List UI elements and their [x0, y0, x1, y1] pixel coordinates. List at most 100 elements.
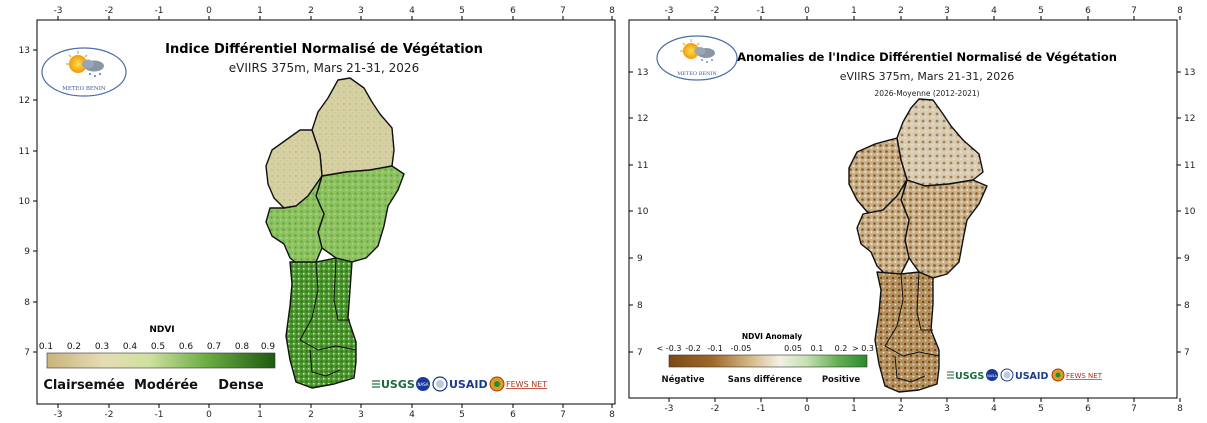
map-subtitle-period: 2026-Moyenne (2012-2021)	[874, 89, 979, 98]
x-tick-label: 7	[1131, 6, 1137, 16]
x-tick-label: 4	[409, 6, 415, 16]
x-tick-label: -1	[155, 410, 164, 419]
class-label-dense: Dense	[218, 378, 264, 393]
y-tick-label: 12	[637, 114, 648, 124]
fews-net-logo: FEWS NET	[489, 376, 547, 392]
x-tick-label: -2	[711, 404, 720, 414]
x-tick-label: -3	[54, 6, 63, 16]
x-tick-label: 3	[944, 404, 950, 414]
region-central-west	[856, 179, 910, 277]
colorbar-gradient	[46, 352, 276, 369]
x-tick-label: -3	[665, 404, 674, 414]
x-axis-top: -3 -2 -1 0 1 2 3 4 5 6 7 8	[54, 6, 615, 20]
y-tick-label: 11	[19, 147, 30, 157]
sun-icon	[683, 43, 699, 59]
colorbar-title: NDVI Anomaly	[742, 332, 802, 341]
x-tick-label: 5	[1038, 6, 1044, 16]
y-tick-label: 12	[1184, 114, 1195, 124]
usaid-logo: USAID	[432, 376, 488, 392]
colorbar-tick: -0.1	[707, 344, 723, 353]
colorbar-tick: -0.2	[685, 344, 701, 353]
y-tick-label: 10	[637, 207, 649, 217]
class-label-no-difference: Sans différence	[728, 374, 803, 385]
svg-text:USAID: USAID	[449, 378, 488, 391]
region-north-west	[848, 137, 908, 215]
usgs-logo: USGS	[947, 371, 984, 382]
x-tick-label: 8	[609, 410, 615, 419]
colorbar-gradient	[668, 354, 868, 368]
x-tick-label: -1	[757, 6, 766, 16]
x-tick-label: 3	[944, 6, 950, 16]
sun-icon	[69, 55, 87, 73]
map-title: Anomalies de l'Indice Différentiel Norma…	[737, 50, 1117, 64]
y-tick-label: 8	[1184, 301, 1190, 311]
y-tick-label: 12	[19, 96, 30, 106]
y-tick-label: 11	[637, 161, 648, 171]
logo-label: METEO BENIN	[677, 71, 717, 77]
x-axis-bottom: -3 -2 -1 0 1 2 3 4 5 6 7 8	[54, 404, 615, 420]
y-tick-label: 9	[1184, 254, 1190, 264]
colorbar-tick: 0.8	[235, 342, 250, 352]
colorbar-title: NDVI	[149, 325, 174, 335]
colorbar-tick: 0.1	[811, 344, 824, 353]
ndvi-map-panel: -3 -2 -1 0 1 2 3 4 5 6 7 8 -3 -2 -1 0 1 …	[19, 6, 616, 420]
nasa-logo: NASA	[986, 369, 998, 381]
usaid-logo: USAID	[1000, 368, 1048, 382]
x-tick-label: 2	[898, 6, 904, 16]
svg-text:FEWS NET: FEWS NET	[1066, 372, 1103, 380]
x-tick-label: 6	[1085, 404, 1091, 414]
y-axis-right: 13 12 11 10 9 8 7	[1177, 68, 1196, 358]
x-tick-label: 0	[206, 410, 212, 419]
x-tick-label: 1	[851, 404, 857, 414]
class-label-negative: Négative	[662, 374, 705, 385]
x-tick-label: 1	[257, 6, 263, 16]
benin-ndvi-map	[265, 77, 405, 389]
x-tick-label: 0	[804, 404, 810, 414]
x-tick-label: 2	[898, 404, 904, 414]
x-tick-label: -2	[105, 410, 114, 419]
svg-text:USGS: USGS	[381, 378, 415, 391]
x-tick-label: 3	[358, 410, 364, 419]
x-tick-label: 7	[1131, 404, 1137, 414]
benin-anomaly-map	[848, 98, 988, 393]
x-tick-label: -3	[665, 6, 674, 16]
logo-label: METEO BENIN	[62, 86, 106, 92]
x-tick-label: 0	[804, 6, 810, 16]
svg-text:USGS: USGS	[955, 371, 984, 382]
colorbar-tick: 0.2	[67, 342, 81, 352]
colorbar-tick: > 0.3	[852, 344, 874, 353]
x-tick-label: 8	[1177, 6, 1183, 16]
x-tick-label: 2	[308, 6, 314, 16]
partner-logos: USGS NASA USAID FEWS NET	[947, 368, 1103, 382]
colorbar-tick: 0.5	[151, 342, 165, 352]
y-tick-label: 7	[24, 348, 30, 358]
colorbar-tick: 0.9	[261, 342, 276, 352]
x-tick-label: 8	[609, 6, 615, 16]
class-label-sparse: Clairsemée	[43, 378, 125, 393]
x-tick-label: 6	[510, 6, 516, 16]
ndvi-colorbar: NDVI 0.1 0.2 0.3 0.4 0.5 0.6 0.7 0.8 0.9…	[39, 325, 276, 393]
x-axis-bottom: -3 -2 -1 0 1 2 3 4 5 6 7 8	[665, 398, 1183, 414]
x-tick-label: 4	[991, 404, 997, 414]
map-subtitle: eVIIRS 375m, Mars 21-31, 2026	[229, 61, 419, 75]
colorbar-tick: 0.4	[123, 342, 138, 352]
colorbar-tick: 0.6	[179, 342, 194, 352]
x-tick-label: 5	[459, 410, 465, 419]
y-tick-label: 13	[19, 46, 30, 56]
y-tick-label: 7	[1184, 348, 1190, 358]
region-central-west	[265, 175, 325, 267]
y-tick-label: 11	[1184, 161, 1195, 171]
x-tick-label: 2	[308, 410, 314, 419]
x-tick-label: 7	[560, 410, 566, 419]
x-tick-label: 1	[257, 410, 263, 419]
class-label-moderate: Modérée	[134, 378, 198, 393]
class-label-positive: Positive	[822, 375, 861, 385]
usgs-logo: USGS	[372, 378, 415, 391]
y-tick-label: 8	[637, 301, 643, 311]
x-tick-label: 1	[851, 6, 857, 16]
svg-text:FEWS NET: FEWS NET	[506, 380, 547, 389]
nasa-logo: NASA	[416, 377, 430, 391]
ndvi-anomaly-map: -3 -2 -1 0 1 2 3 4 5 6 7 8 -3 -2 -1 0 1 …	[628, 6, 1196, 414]
region-south	[285, 257, 357, 389]
x-axis-top: -3 -2 -1 0 1 2 3 4 5 6 7 8	[665, 6, 1183, 20]
